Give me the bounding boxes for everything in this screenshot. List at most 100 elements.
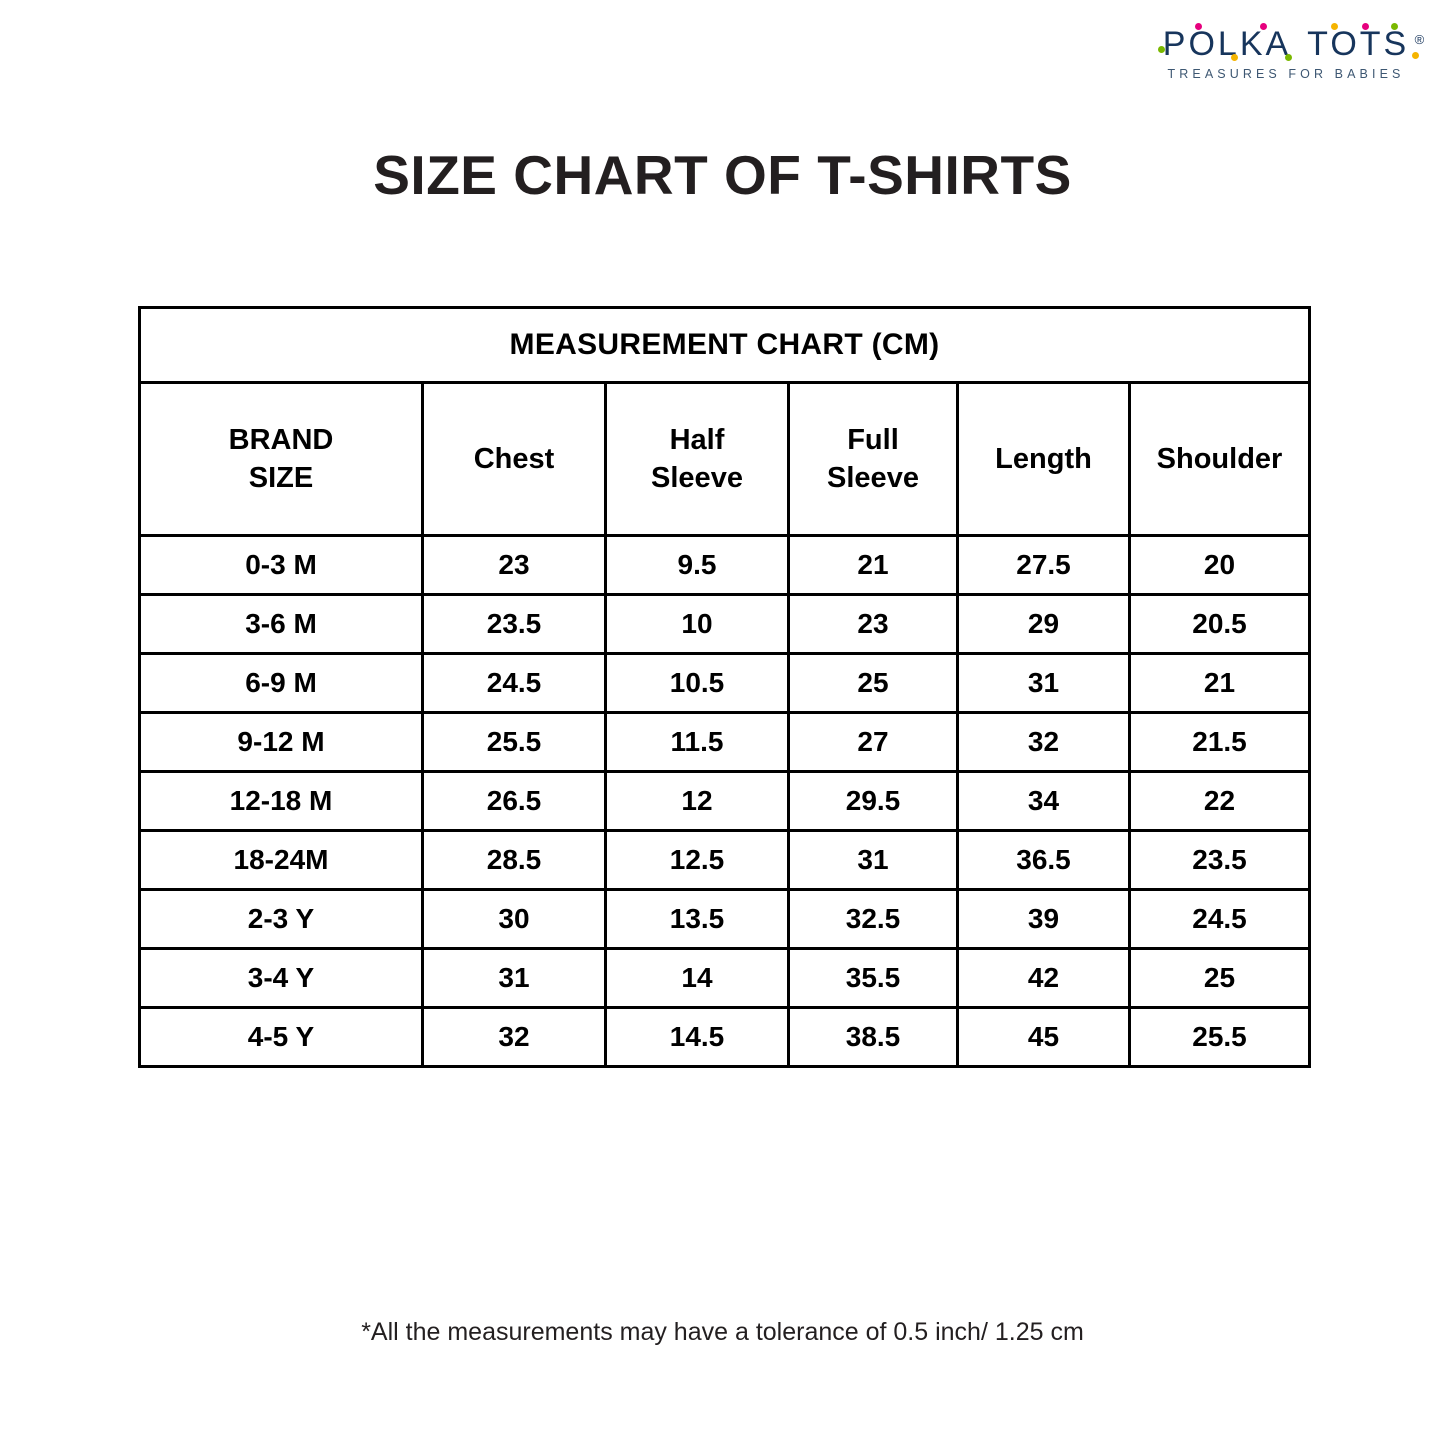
cell-half-sleeve: 14 [604,947,790,1009]
table-row: 6-9 M 24.5 10.5 25 31 21 [138,652,1311,714]
cell-chest: 30 [421,888,607,950]
brand-wordmark: POLKA TOTS ® [1157,23,1424,64]
cell-length: 34 [956,770,1131,832]
cell-full-sleeve: 29.5 [787,770,959,832]
logo-dot-pink-o [1194,23,1202,30]
cell-brand-size: 6-9 M [138,652,424,714]
column-header-half-sleeve-line2: Sleeve [651,462,743,494]
cell-half-sleeve: 9.5 [604,534,790,596]
column-header-length: Length [956,381,1131,537]
cell-shoulder: 21.5 [1128,711,1311,773]
column-header-half-sleeve-line1: Half [669,423,725,456]
logo-dot-green-t2 [1390,23,1398,30]
cell-brand-size: 9-12 M [138,711,424,773]
column-header-shoulder: Shoulder [1128,381,1311,537]
logo-dot-pink-o2 [1361,23,1369,30]
column-header-brand-size-line1: BRAND [228,423,334,456]
cell-brand-size: 0-3 M [138,534,424,596]
cell-chest: 32 [421,1006,607,1068]
cell-half-sleeve: 11.5 [604,711,790,773]
cell-length: 42 [956,947,1131,1009]
cell-half-sleeve: 14.5 [604,1006,790,1068]
cell-shoulder: 23.5 [1128,829,1311,891]
cell-length: 36.5 [956,829,1131,891]
cell-shoulder: 20 [1128,534,1311,596]
cell-full-sleeve: 21 [787,534,959,596]
brand-tagline: TREASURES FOR BABIES [1167,67,1405,81]
column-header-brand-size: BRAND SIZE [138,381,424,537]
column-header-full-sleeve-line1: Full [847,423,899,456]
wordmark-polka: POLKA [1162,25,1292,63]
cell-full-sleeve: 35.5 [787,947,959,1009]
table-row: 3-4 Y 31 14 35.5 42 25 [138,947,1311,1009]
chart-caption-row: MEASUREMENT CHART (CM) [138,306,1311,384]
logo-dot-yellow-l [1230,54,1238,61]
cell-full-sleeve: 25 [787,652,959,714]
logo-dot-green-a [1284,54,1292,61]
logo-dot-yellow-s [1411,52,1419,59]
cell-brand-size: 2-3 Y [138,888,424,950]
cell-brand-size: 3-4 Y [138,947,424,1009]
table-row: 9-12 M 25.5 11.5 27 32 21.5 [138,711,1311,773]
cell-shoulder: 25.5 [1128,1006,1311,1068]
cell-half-sleeve: 12 [604,770,790,832]
cell-length: 31 [956,652,1131,714]
logo-dot-green-p [1157,46,1165,53]
cell-length: 32 [956,711,1131,773]
column-header-chest: Chest [421,381,607,537]
cell-full-sleeve: 27 [787,711,959,773]
cell-shoulder: 21 [1128,652,1311,714]
cell-length: 45 [956,1006,1131,1068]
column-header-length-line1: Length [995,442,1092,475]
cell-full-sleeve: 38.5 [787,1006,959,1068]
cell-chest: 23.5 [421,593,607,655]
cell-chest: 23 [421,534,607,596]
table-row: 4-5 Y 32 14.5 38.5 45 25.5 [138,1006,1311,1068]
column-header-chest-line1: Chest [473,442,555,475]
cell-full-sleeve: 31 [787,829,959,891]
cell-full-sleeve: 32.5 [787,888,959,950]
cell-brand-size: 18-24M [138,829,424,891]
column-header-shoulder-line1: Shoulder [1156,442,1283,475]
page-title: SIZE CHART OF T-SHIRTS [373,144,1072,206]
cell-full-sleeve: 23 [787,593,959,655]
measurement-chart-container: MEASUREMENT CHART (CM) BRAND SIZE Chest … [138,306,1311,1068]
cell-shoulder: 24.5 [1128,888,1311,950]
measurement-chart-table: MEASUREMENT CHART (CM) BRAND SIZE Chest … [138,306,1311,1068]
cell-chest: 26.5 [421,770,607,832]
table-row: 3-6 M 23.5 10 23 29 20.5 [138,593,1311,655]
brand-logo: POLKA TOTS ® TREASURES FOR BABIES [1155,23,1424,81]
cell-half-sleeve: 12.5 [604,829,790,891]
column-header-half-sleeve: Half Sleeve [604,381,790,537]
table-row: 12-18 M 26.5 12 29.5 34 22 [138,770,1311,832]
cell-brand-size: 3-6 M [138,593,424,655]
cell-length: 27.5 [956,534,1131,596]
cell-shoulder: 20.5 [1128,593,1311,655]
wordmark-tots: TOTS [1307,25,1410,63]
column-header-full-sleeve-line2: Sleeve [827,462,919,494]
column-header-row: BRAND SIZE Chest Half Sleeve Full Sleeve… [138,381,1311,537]
column-header-full-sleeve: Full Sleeve [787,381,959,537]
column-header-brand-size-line2: SIZE [248,462,314,494]
table-row: 18-24M 28.5 12.5 31 36.5 23.5 [138,829,1311,891]
tolerance-footnote: *All the measurements may have a toleran… [361,1318,1084,1346]
table-row: 0-3 M 23 9.5 21 27.5 20 [138,534,1311,596]
logo-dot-yellow-t [1330,23,1338,30]
cell-chest: 24.5 [421,652,607,714]
logo-dot-pink-k [1259,23,1267,30]
cell-half-sleeve: 13.5 [604,888,790,950]
cell-shoulder: 25 [1128,947,1311,1009]
chart-caption: MEASUREMENT CHART (CM) [138,306,1311,384]
cell-chest: 28.5 [421,829,607,891]
registered-trademark-icon: ® [1414,32,1425,47]
cell-brand-size: 4-5 Y [138,1006,424,1068]
cell-shoulder: 22 [1128,770,1311,832]
cell-length: 29 [956,593,1131,655]
cell-brand-size: 12-18 M [138,770,424,832]
cell-length: 39 [956,888,1131,950]
table-row: 2-3 Y 30 13.5 32.5 39 24.5 [138,888,1311,950]
cell-chest: 25.5 [421,711,607,773]
cell-chest: 31 [421,947,607,1009]
cell-half-sleeve: 10.5 [604,652,790,714]
cell-half-sleeve: 10 [604,593,790,655]
